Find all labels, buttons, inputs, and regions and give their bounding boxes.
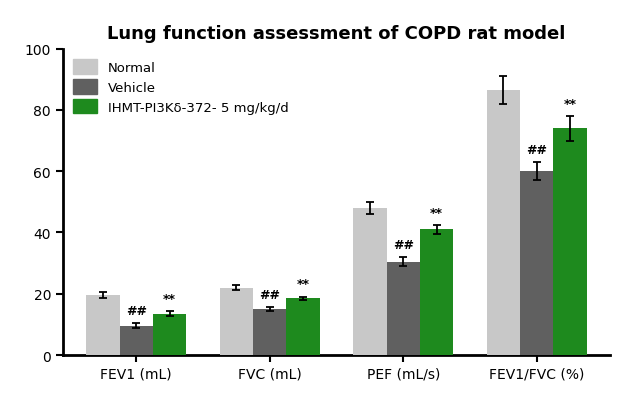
Bar [153, 314, 186, 355]
Title: Lung function assessment of COPD rat model: Lung function assessment of COPD rat mod… [108, 24, 565, 43]
Text: **: ** [163, 292, 176, 305]
Bar [120, 326, 153, 355]
Legend: Normal, Vehicle, IHMT-PI3Kδ-372- 5 mg/kg/d: Normal, Vehicle, IHMT-PI3Kδ-372- 5 mg/kg… [69, 56, 292, 118]
Text: ##: ## [126, 305, 147, 318]
Text: **: ** [564, 98, 577, 111]
Bar [420, 230, 454, 355]
Bar [286, 299, 320, 355]
Bar [487, 91, 520, 355]
Bar [554, 129, 587, 355]
Text: ##: ## [259, 288, 281, 301]
Bar [220, 288, 253, 355]
Bar [387, 262, 420, 355]
Bar [520, 172, 554, 355]
Bar [86, 296, 120, 355]
Text: ##: ## [526, 144, 547, 157]
Bar [253, 309, 286, 355]
Bar [353, 209, 387, 355]
Text: **: ** [297, 278, 309, 291]
Text: ##: ## [392, 238, 414, 251]
Text: **: ** [430, 206, 443, 219]
